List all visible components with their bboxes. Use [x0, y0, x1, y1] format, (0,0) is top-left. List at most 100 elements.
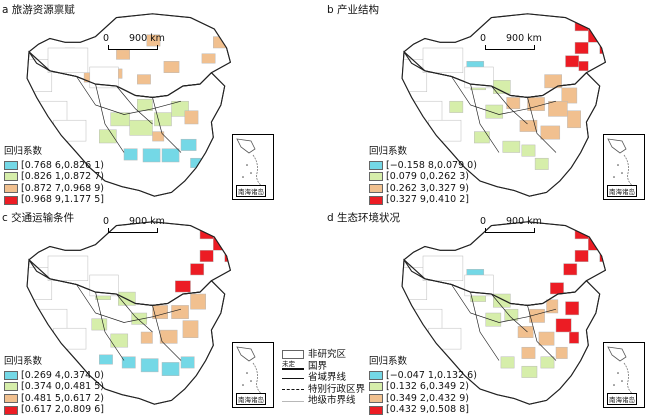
- legend-title-a: 回归系数: [4, 146, 43, 157]
- undetermined-label: 未定: [282, 360, 295, 369]
- legend-swatch: [369, 172, 383, 182]
- city-region: [123, 148, 138, 161]
- legend-swatch: [369, 405, 383, 415]
- legend-label: [0.349 2,0.432 9): [386, 392, 469, 404]
- city-region: [190, 293, 206, 310]
- legend-row-d-4: [0.432 9,0.508 8]: [369, 404, 477, 416]
- city-region: [199, 250, 214, 262]
- legend-label: [0.968 9,1.177 5]: [21, 194, 104, 206]
- city-region: [474, 131, 490, 144]
- city-boundary-symbol: [282, 397, 304, 405]
- regression-map-c: [26, 221, 232, 405]
- city-region: [563, 263, 578, 276]
- panel-title-c: c 交通运输条件: [2, 212, 75, 224]
- city-region: [161, 148, 180, 163]
- legend-row-c-1: [0.269 4,0.374 0): [4, 370, 104, 382]
- panel-title-b: b 产业结构: [327, 4, 380, 16]
- legend-swatch: [4, 370, 18, 380]
- legend-swatch: [369, 370, 383, 380]
- city-region: [110, 112, 130, 127]
- city-region: [555, 318, 572, 333]
- sar-boundary-symbol: [282, 385, 304, 393]
- scale-zero-label: 0: [103, 33, 110, 44]
- national-boundary: [26, 258, 226, 405]
- scale-zero-label: 0: [103, 216, 110, 227]
- city-region: [190, 263, 205, 276]
- city-region: [567, 110, 581, 129]
- scale-distance-label: 900 km: [506, 216, 542, 227]
- scale-bar-line: [485, 228, 535, 233]
- city-region: [565, 301, 580, 316]
- legend-swatch: [369, 160, 383, 170]
- legend-label: [0.481 5,0.617 2): [21, 392, 104, 404]
- panel-title-d: d 生态环境状况: [327, 212, 401, 224]
- legend-label: [0.374 0,0.481 5): [21, 381, 104, 393]
- non-study-region: [402, 267, 428, 300]
- city-region: [146, 34, 161, 47]
- legend-swatch: [369, 394, 383, 404]
- legend-row-d-2: [0.132 6,0.349 2): [369, 381, 477, 393]
- non-study-region: [27, 267, 53, 300]
- city-region: [569, 331, 580, 344]
- city-region: [485, 104, 504, 119]
- scale-zero-label: 0: [480, 216, 487, 227]
- city-region: [521, 346, 536, 359]
- non-study-region: [422, 255, 464, 281]
- legend-label: [0.327 9,0.410 2]: [386, 194, 469, 206]
- inset-caption: 南海诸岛: [607, 393, 637, 405]
- south-china-sea-inset-a: 南海诸岛: [232, 134, 274, 200]
- city-region: [540, 125, 561, 140]
- legend-row-c-3: [0.481 5,0.617 2): [4, 393, 104, 405]
- non-study-label: 非研究区: [308, 349, 347, 360]
- city-region: [561, 87, 578, 104]
- scale-distance-label: 900 km: [129, 33, 165, 44]
- regression-map-a: [26, 13, 232, 197]
- sar-boundary-label: 特别行政区界: [308, 383, 366, 395]
- national-boundary: [401, 258, 601, 405]
- legend-row-a-2: [0.826 1,0.872 7): [4, 171, 104, 183]
- legend-title-b: 回归系数: [369, 146, 408, 157]
- national-boundary: [401, 50, 601, 197]
- legend-row-b-2: [0.079 0,0.262 3): [369, 171, 477, 183]
- panel-title-a: a 旅游资源禀赋: [2, 4, 75, 16]
- legend-swatch: [4, 160, 18, 170]
- south-china-sea-inset-b: 南海诸岛: [603, 134, 645, 200]
- city-region: [180, 138, 197, 151]
- city-region: [521, 365, 538, 378]
- national-boundary-symbol: 未定: [282, 360, 304, 371]
- legend-row-c-4: [0.617 2,0.809 6]: [4, 404, 104, 416]
- city-region: [142, 148, 161, 163]
- provincial-boundary-symbol: [282, 374, 304, 382]
- non-study-region: [89, 274, 119, 297]
- legend-row-b-1: [−0.158 8,0.079 0): [369, 160, 477, 172]
- legend-label: [−0.158 8,0.079 0): [386, 159, 477, 171]
- city-region: [137, 74, 151, 85]
- city-region: [224, 23, 231, 34]
- city-region: [544, 74, 562, 89]
- city-region: [175, 280, 191, 293]
- city-region: [485, 312, 502, 327]
- city-region: [184, 110, 199, 125]
- legend-row-b-3: [0.262 3,0.327 9): [369, 183, 477, 195]
- legend-label: [0.079 0,0.262 3): [386, 171, 469, 183]
- city-region: [116, 49, 130, 60]
- city-region: [131, 312, 148, 325]
- scale-zero-label: 0: [480, 33, 487, 44]
- city-region: [137, 99, 153, 111]
- city-region: [152, 131, 165, 142]
- legend-row-a-4: [0.968 9,1.177 5]: [4, 194, 104, 206]
- city-region: [161, 362, 180, 376]
- map-panel-c: c 交通运输条件 0 900 km 回归系数 [0.269 4,0.374 0)…: [0, 208, 320, 415]
- inset-caption: 南海诸岛: [236, 393, 266, 405]
- non-study-region: [402, 59, 428, 92]
- legend-swatch: [369, 382, 383, 392]
- provincial-boundary: [451, 76, 557, 153]
- legend-swatch: [4, 184, 18, 194]
- city-region: [565, 55, 580, 68]
- coefficient-regions: [402, 225, 606, 378]
- legend-title-c: 回归系数: [4, 356, 43, 367]
- city-region: [521, 144, 536, 157]
- inset-map: [607, 346, 635, 396]
- scale-distance-label: 900 km: [506, 33, 542, 44]
- city-region: [529, 308, 545, 323]
